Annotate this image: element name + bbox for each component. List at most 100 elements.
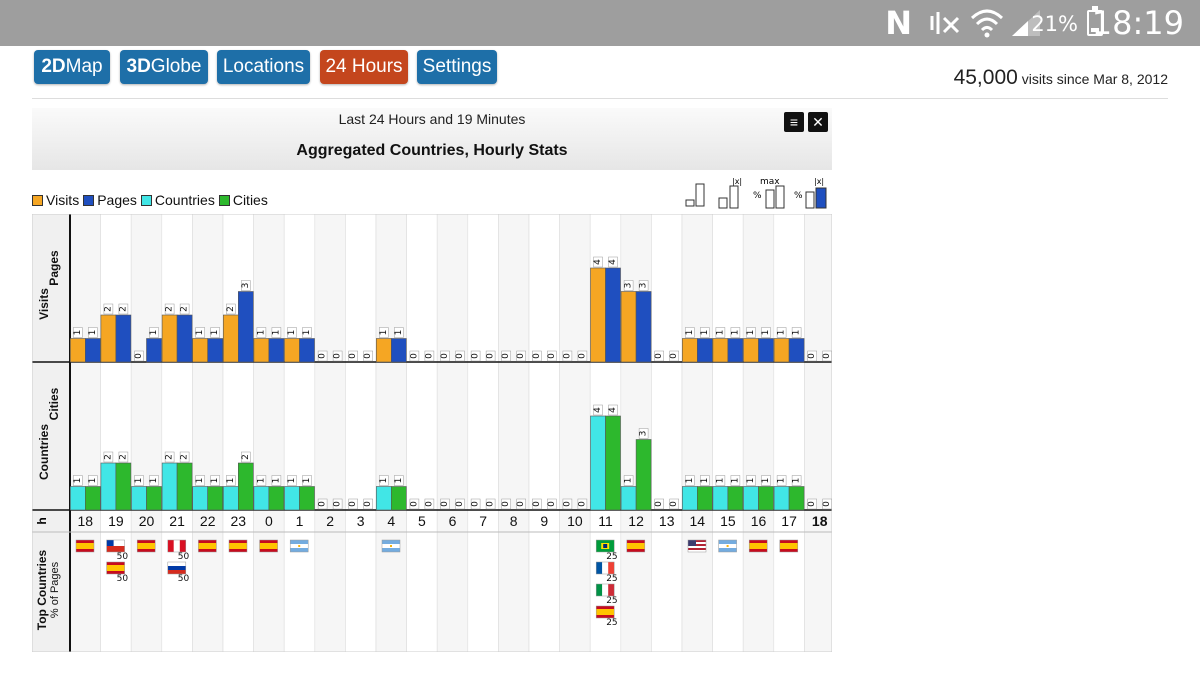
flag-es-icon[interactable] bbox=[198, 539, 217, 553]
data-label: 0 bbox=[424, 353, 434, 359]
data-label: 2 bbox=[103, 306, 113, 312]
hour-tick-label: 17 bbox=[781, 513, 797, 529]
data-label-bg bbox=[195, 475, 205, 486]
data-label-bg bbox=[608, 256, 618, 268]
divider bbox=[32, 98, 1168, 99]
data-label: 1 bbox=[379, 478, 389, 484]
data-label-bg bbox=[302, 475, 312, 486]
data-label-bg bbox=[608, 404, 618, 416]
data-label: 0 bbox=[318, 501, 328, 507]
nav-label-bold: 3D bbox=[126, 56, 151, 77]
data-label: 2 bbox=[103, 454, 113, 460]
data-label-bg bbox=[669, 350, 679, 362]
flag-es-icon[interactable] bbox=[626, 539, 646, 553]
flag-es-icon[interactable] bbox=[228, 539, 248, 553]
bar-countries bbox=[773, 486, 790, 511]
bar-countries bbox=[590, 415, 606, 511]
flag-ar-icon[interactable] bbox=[289, 539, 309, 553]
menu-icon[interactable]: ≡ bbox=[784, 112, 804, 132]
bars-tool-icon[interactable] bbox=[684, 176, 710, 208]
flag-es-icon[interactable] bbox=[595, 605, 615, 619]
hour-tick-label: 18 bbox=[78, 513, 94, 529]
data-label: 0 bbox=[822, 353, 832, 359]
data-label: 1 bbox=[287, 330, 297, 336]
data-label-bg bbox=[73, 475, 83, 486]
row-label-cities: Cities bbox=[47, 387, 61, 420]
flag-ar-icon[interactable] bbox=[718, 539, 737, 553]
bar-cities bbox=[238, 462, 254, 511]
data-label: 1 bbox=[730, 478, 740, 484]
data-label-bg bbox=[455, 498, 465, 510]
bar-visits bbox=[620, 291, 637, 363]
abs-label: |x| bbox=[814, 177, 824, 186]
nav-settings-button[interactable]: Settings bbox=[417, 50, 497, 84]
data-label-bg bbox=[776, 475, 787, 486]
flag-es-icon[interactable] bbox=[748, 539, 768, 553]
flag-es-icon[interactable] bbox=[75, 539, 95, 553]
data-label-bg bbox=[103, 303, 114, 315]
bar-visits bbox=[192, 338, 208, 363]
hour-tick-label: 9 bbox=[540, 513, 548, 529]
pct-label: % bbox=[753, 191, 762, 201]
flag-ru-icon[interactable] bbox=[167, 561, 187, 575]
bar-visits bbox=[161, 314, 178, 363]
flag-ar-icon[interactable] bbox=[381, 539, 401, 553]
data-label-bg bbox=[562, 498, 573, 510]
abs-tool-icon[interactable]: |x| bbox=[716, 176, 746, 210]
flag-us-icon[interactable] bbox=[687, 539, 707, 553]
legend-item-cities[interactable]: Cities bbox=[218, 192, 268, 208]
legend-item-pages[interactable]: Pages bbox=[83, 192, 137, 208]
flag-pe-icon[interactable] bbox=[167, 539, 187, 553]
pct-abs-tool-icon[interactable]: |x|% bbox=[794, 176, 828, 210]
data-label-bg bbox=[440, 498, 450, 510]
flag-fr-icon[interactable] bbox=[595, 561, 615, 575]
flag-es-icon[interactable] bbox=[106, 561, 125, 575]
flag-es-icon[interactable] bbox=[136, 539, 156, 553]
data-label-bg bbox=[638, 428, 649, 439]
data-label-bg bbox=[730, 475, 741, 486]
bar-visits bbox=[712, 338, 729, 363]
data-label-bg bbox=[700, 475, 710, 486]
flag-it-icon[interactable] bbox=[595, 583, 615, 597]
legend-item-visits[interactable]: Visits bbox=[32, 192, 79, 208]
data-label: 1 bbox=[746, 330, 756, 336]
data-label-bg bbox=[409, 498, 420, 510]
nav-locations-button[interactable]: Locations bbox=[217, 50, 310, 84]
flag-es-icon[interactable] bbox=[779, 539, 799, 553]
data-label-bg bbox=[302, 327, 312, 338]
nav-3d-globe-button[interactable]: 3D Globe bbox=[120, 50, 208, 84]
bar-visits bbox=[253, 338, 270, 363]
data-label: 0 bbox=[516, 501, 526, 507]
data-label-bg bbox=[501, 498, 511, 510]
bar-pages bbox=[758, 338, 774, 363]
hour-tick-label: 14 bbox=[690, 513, 706, 529]
flag-es-icon[interactable] bbox=[259, 539, 278, 553]
data-label: 1 bbox=[730, 330, 740, 336]
data-label: 4 bbox=[608, 259, 618, 265]
legend-label: Cities bbox=[232, 192, 268, 208]
chart-column-bg bbox=[130, 214, 163, 652]
flag-br-icon[interactable] bbox=[595, 539, 615, 553]
nav-24-hours-button[interactable]: 24 Hours bbox=[320, 50, 408, 84]
hour-tick-label: 2 bbox=[326, 513, 334, 529]
data-label: 0 bbox=[547, 353, 557, 359]
nav-2d-map-button[interactable]: 2D Map bbox=[34, 50, 110, 84]
bar-cities bbox=[176, 462, 193, 511]
data-label: 1 bbox=[149, 478, 159, 484]
bar-visits bbox=[773, 338, 790, 363]
data-label-bg bbox=[715, 475, 726, 486]
data-label: 0 bbox=[807, 501, 817, 507]
data-label-bg bbox=[409, 350, 420, 362]
legend-item-countries[interactable]: Countries bbox=[140, 192, 215, 208]
visits-since: 45,000 visits since Mar 8, 2012 bbox=[954, 66, 1168, 90]
data-label: 0 bbox=[577, 353, 587, 359]
flag-cl-icon[interactable] bbox=[106, 539, 125, 553]
max-tool-icon[interactable]: max% bbox=[752, 176, 786, 210]
data-label-bg bbox=[179, 303, 190, 315]
bar-visits bbox=[284, 338, 300, 363]
data-label: 4 bbox=[593, 259, 603, 265]
data-label-bg bbox=[134, 350, 144, 362]
data-label: 0 bbox=[654, 353, 664, 359]
close-icon[interactable]: ✕ bbox=[808, 112, 828, 132]
country-pct-label: 50 bbox=[178, 574, 190, 584]
